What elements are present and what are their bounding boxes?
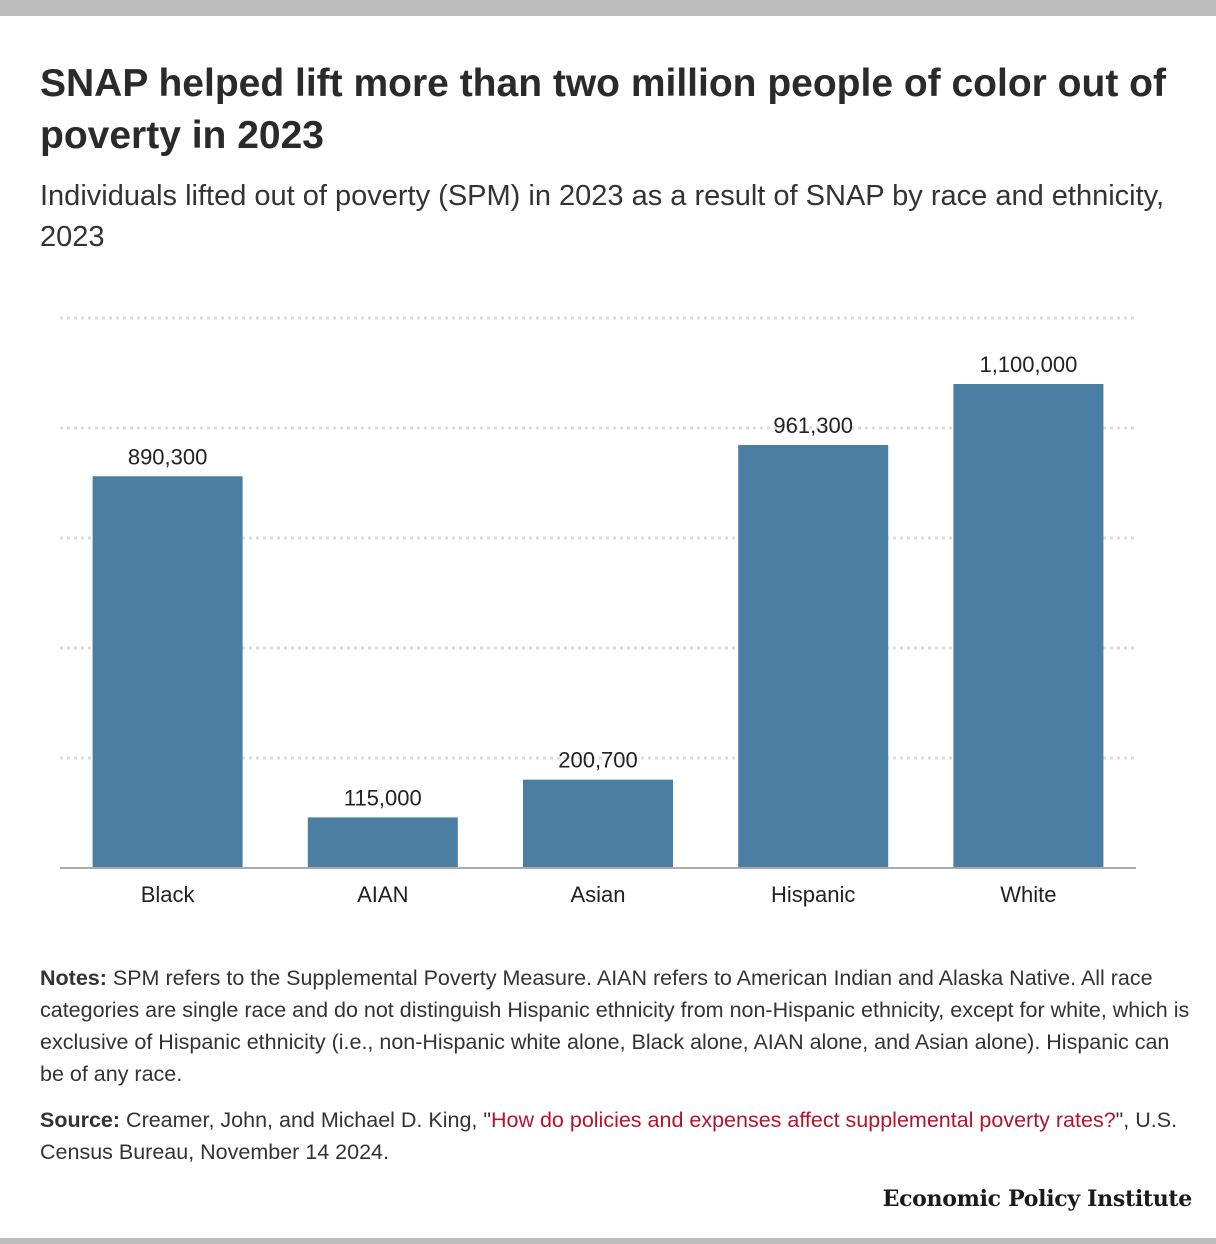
epi-logo: Economic Policy Institute [882, 1186, 1193, 1212]
chart-subtitle: Individuals lifted out of poverty (SPM) … [40, 180, 1165, 253]
category-label-asian: Asian [570, 882, 625, 907]
bottom-border [0, 1238, 1216, 1244]
top-border [0, 0, 1216, 16]
value-label-white: 1,100,000 [979, 352, 1077, 377]
notes-label: Notes: [40, 966, 107, 990]
bar-chart: 890,300 Black 115,000 AIAN 200,700 Asian 961,3… [60, 316, 1136, 907]
bar-asian [523, 779, 673, 868]
value-label-aian: 115,000 [344, 785, 422, 810]
value-label-hispanic: 961,300 [773, 413, 853, 438]
notes-text: SPM refers to the Supplemental Poverty M… [40, 966, 1190, 1086]
bar-white [953, 384, 1104, 868]
value-label-black: 890,300 [128, 444, 208, 469]
source-label: Source: [40, 1108, 121, 1132]
source-text-before: Creamer, John, and Michael D. King, " [120, 1108, 491, 1132]
value-label-asian: 200,700 [558, 748, 638, 773]
category-label-aian: AIAN [357, 882, 408, 907]
category-label-white: White [1000, 882, 1056, 907]
source: Source: Creamer, John, and Michael D. Ki… [40, 1104, 1190, 1168]
category-label-black: Black [141, 882, 196, 907]
chart-title: SNAP helped lift more than two million p… [40, 62, 1166, 157]
bar-hispanic [738, 445, 889, 868]
bar-aian [307, 817, 458, 868]
notes: Notes: SPM refers to the Supplemental Po… [40, 962, 1190, 1090]
bars [92, 384, 1104, 868]
labels: 890,300 Black 115,000 AIAN 200,700 Asian 961,3… [128, 352, 1078, 907]
bar-black [92, 476, 243, 868]
source-text-after: ", U.S. Census Bureau, November 14 2024. [40, 1108, 1178, 1164]
source-link[interactable]: How do policies and expenses affect supp… [490, 1108, 1116, 1132]
category-label-hispanic: Hispanic [771, 882, 855, 907]
